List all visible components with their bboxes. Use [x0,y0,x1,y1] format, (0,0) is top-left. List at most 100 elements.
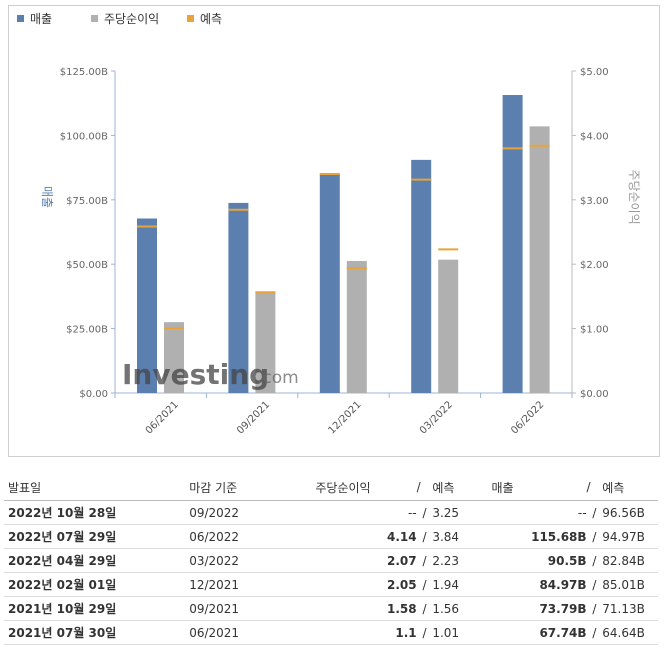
header-eps[interactable]: 주당순이익 [315,474,417,501]
investing-watermark-logo: Investing [122,358,269,391]
row-revenue-forecast: 96.56B [602,500,658,525]
row-period: 06/2022 [189,524,316,549]
row-eps: 1.1 [315,620,417,645]
table-row: 2022년 04월 29일 03/2022 2.07/2.23 90.5B/82.84… [4,548,658,573]
row-revenue-forecast: 82.84B [602,548,658,573]
row-slash: / [586,572,603,597]
left-tick-label: $50.00B [66,260,108,271]
row-slash: / [416,620,433,645]
row-date: 2022년 02월 01일 [4,572,190,597]
row-eps-forecast: 1.56 [432,596,492,621]
row-slash: / [416,596,433,621]
row-slash: / [586,620,603,645]
row-revenue: 90.5B [491,548,587,573]
revenue-bar [228,202,249,393]
revenue-bar [502,95,523,393]
right-tick-label: $5.00 [580,67,609,78]
row-eps: 1.58 [315,596,417,621]
row-revenue: 73.79B [491,596,587,621]
left-tick-label: $125.00B [60,67,108,78]
table-row: 2022년 10월 28일 09/2022 --/3.25 --/96.56B [4,500,658,525]
row-period: 06/2021 [189,620,316,645]
row-revenue: 67.74B [491,620,587,645]
earnings-chart: 매출 주당순이익 예측 $0.00 $25.00B $50.00B $75.00B $100.… [8,5,660,457]
row-revenue: -- [491,500,587,525]
row-date: 2022년 10월 28일 [4,500,190,525]
header-eps-forecast[interactable]: 예측 [432,474,492,501]
row-eps: -- [315,500,417,525]
left-tick-label: $75.00B [66,196,108,207]
row-eps-forecast: 1.01 [432,620,492,645]
row-date: 2021년 07월 30일 [4,620,190,645]
table-row: 2021년 07월 30일 06/2021 1.1/1.01 67.74B/64.64… [4,620,658,645]
row-date: 2022년 04월 29일 [4,548,190,573]
header-date[interactable]: 발표일 [4,474,190,501]
row-slash: / [586,524,603,549]
row-revenue-forecast: 85.01B [602,572,658,597]
eps-bar [438,259,459,393]
row-eps: 4.14 [315,524,417,549]
legend-label: 예측 [200,12,222,26]
revenue-bar [411,159,432,393]
row-date: 2022년 07월 29일 [4,524,190,549]
row-revenue-forecast: 71.13B [602,596,658,621]
right-axis-title: 주당순이익 [627,169,641,224]
row-revenue: 84.97B [491,572,587,597]
legend-swatch [187,15,194,22]
eps-bar [164,322,184,393]
right-tick-label: $2.00 [580,260,609,271]
x-tick-label: 03/2022 [418,399,455,436]
row-slash: / [586,596,603,621]
row-date: 2021년 10월 29일 [4,596,190,621]
left-tick-label: $0.00 [79,389,108,400]
legend-swatch [17,15,24,22]
row-eps-forecast: 3.25 [432,500,492,525]
row-revenue: 115.68B [491,524,587,549]
right-tick-label: $4.00 [580,131,609,142]
earnings-table: 발표일 마감 기준 주당순이익 / 예측 매출 / 예측 2022년 10월 2… [4,474,658,645]
row-slash: / [416,500,433,525]
legend-swatch [91,15,98,22]
eps-bar [529,126,550,393]
left-tick-label: $25.00B [66,325,108,336]
table-row: 2022년 02월 01일 12/2021 2.05/1.94 84.97B/85.0… [4,572,658,597]
row-slash: / [416,572,433,597]
header-slash: / [586,474,603,501]
legend-label: 주당순이익 [104,12,159,26]
row-eps: 2.05 [315,572,417,597]
row-eps-forecast: 3.84 [432,524,492,549]
left-axis-title: 매출 [40,186,54,208]
row-eps-forecast: 2.23 [432,548,492,573]
row-eps-forecast: 1.94 [432,572,492,597]
left-tick-label: $100.00B [60,131,108,142]
x-tick-label: 06/2021 [144,399,181,436]
investing-watermark-suffix: .com [257,368,299,388]
x-tick-label: 06/2022 [509,399,546,436]
row-slash: / [416,524,433,549]
table-header-row: 발표일 마감 기준 주당순이익 / 예측 매출 / 예측 [4,474,658,501]
header-revenue[interactable]: 매출 [491,474,587,501]
row-revenue-forecast: 94.97B [602,524,658,549]
row-period: 03/2022 [189,548,316,573]
row-revenue-forecast: 64.64B [602,620,658,645]
header-slash: / [416,474,433,501]
row-period: 09/2021 [189,596,316,621]
legend-label: 매출 [30,12,52,26]
x-tick-label: 09/2021 [235,399,272,436]
row-slash: / [586,500,603,525]
eps-bar [346,260,367,393]
row-period: 09/2022 [189,500,316,525]
header-period[interactable]: 마감 기준 [189,474,316,501]
x-tick-label: 12/2021 [326,399,363,436]
revenue-bar [137,218,157,393]
eps-bar [255,291,276,393]
revenue-bar [319,174,340,393]
chart-svg: 매출 주당순이익 예측$0.00$25.00B$50.00B$75.00B$100.… [17,12,641,436]
table-row: 2022년 07월 29일 06/2022 4.14/3.84 115.68B/94.… [4,524,658,549]
header-revenue-forecast[interactable]: 예측 [602,474,658,501]
table-body: 2022년 10월 28일 09/2022 --/3.25 --/96.56B 2022… [4,500,658,645]
right-tick-label: $0.00 [580,389,609,400]
row-slash: / [416,548,433,573]
right-tick-label: $3.00 [580,196,609,207]
row-eps: 2.07 [315,548,417,573]
